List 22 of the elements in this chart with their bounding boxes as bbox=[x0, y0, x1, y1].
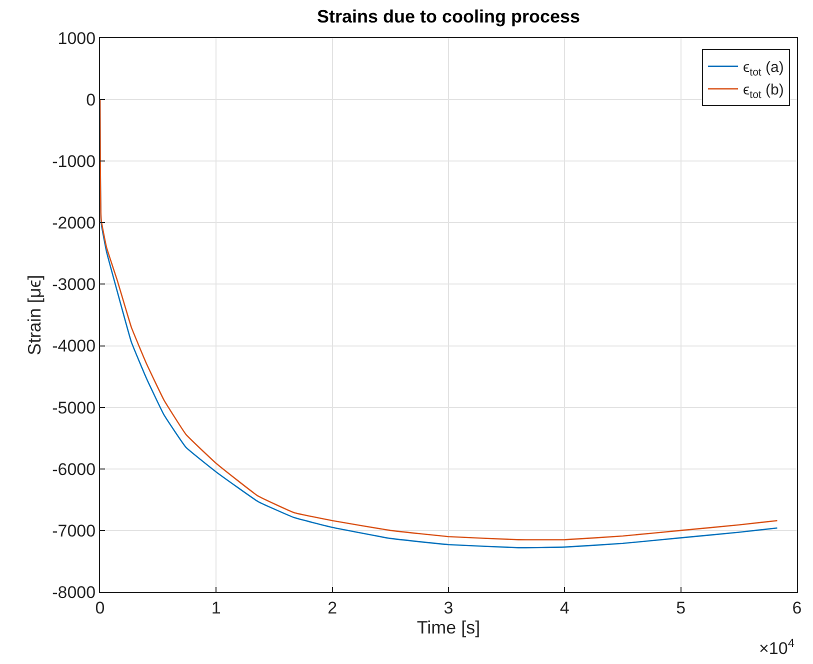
y-tick-label: -2000 bbox=[52, 214, 96, 233]
x-tick-label: 4 bbox=[560, 598, 570, 618]
text: ×10$^{4}$ bbox=[759, 636, 795, 658]
y-tick-label: 0 bbox=[86, 90, 96, 110]
x-tick-label: 1 bbox=[211, 598, 221, 618]
y-tick-label: -7000 bbox=[52, 521, 96, 540]
y-axis-title: Strain [μϵ] bbox=[24, 274, 44, 356]
y-tick-label: 1000 bbox=[58, 28, 96, 48]
y-tick-label: -5000 bbox=[52, 398, 96, 418]
legend-label: ϵ$_{tot}$ (a) bbox=[743, 59, 784, 78]
legend-label: ϵ$_{tot}$ (b) bbox=[743, 82, 784, 101]
y-tick-label: -1000 bbox=[52, 152, 96, 172]
x-tick-label: 5 bbox=[676, 598, 686, 618]
x-tick-label: 3 bbox=[444, 598, 454, 618]
x-tick-label: 2 bbox=[328, 598, 338, 618]
y-tick-label: -8000 bbox=[52, 582, 96, 602]
y-tick-label: -3000 bbox=[52, 275, 96, 294]
x-axis-title: Time [s] bbox=[416, 618, 480, 638]
chart-title: Strains due to cooling process bbox=[316, 6, 580, 27]
y-tick-label: -6000 bbox=[52, 460, 96, 479]
y-tick-label: -4000 bbox=[52, 336, 96, 356]
x-tick-label: 6 bbox=[792, 598, 802, 618]
